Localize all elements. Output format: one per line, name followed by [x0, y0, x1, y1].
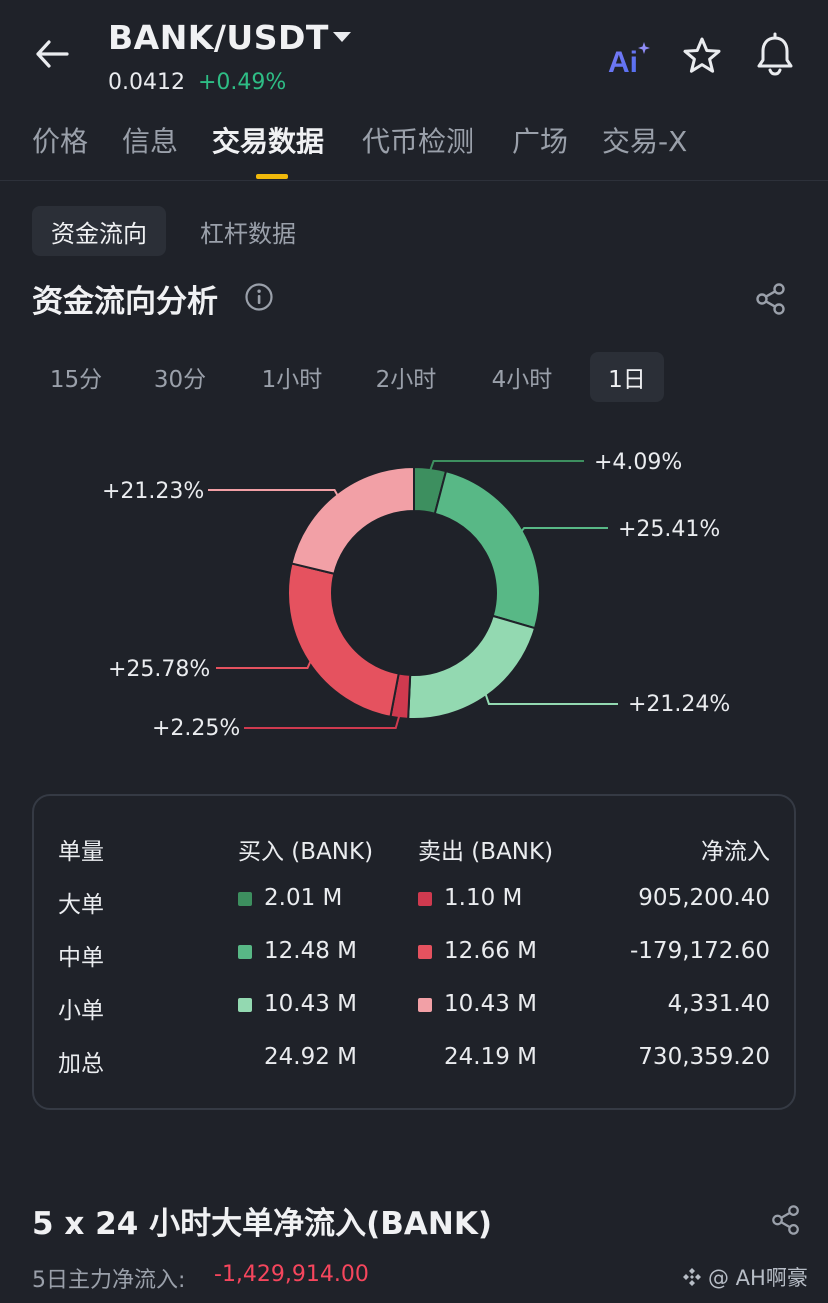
back-button[interactable]	[30, 34, 74, 74]
sell-value: 10.43 M	[444, 991, 537, 1017]
range-30m[interactable]: 30分	[153, 367, 207, 393]
row-label: 小单	[58, 998, 104, 1024]
tab-trading-data[interactable]: 交易数据	[212, 125, 325, 158]
slice-leader-line	[428, 460, 584, 473]
share-icon[interactable]	[770, 1204, 802, 1236]
slice-leader-line	[484, 691, 618, 705]
watermark: @ AH啊豪	[680, 1262, 808, 1292]
donut-slice[interactable]	[433, 469, 541, 630]
last-price: 0.0412	[108, 70, 185, 95]
col-header-net: 净流入	[701, 839, 770, 865]
back-arrow-icon	[36, 40, 69, 68]
slice-label: +25.78%	[108, 657, 211, 682]
section-title: 资金流向分析	[32, 284, 218, 320]
caret-down-icon[interactable]	[331, 30, 353, 44]
sell-total: 24.19 M	[444, 1044, 537, 1070]
share-icon[interactable]	[754, 282, 788, 316]
sell-value: 1.10 M	[444, 885, 523, 911]
buy-total: 24.92 M	[264, 1044, 357, 1070]
slice-label: +21.24%	[628, 692, 731, 717]
subtab-leverage-data[interactable]: 杠杆数据	[200, 219, 296, 248]
pair-title[interactable]: BANK/USDT	[108, 18, 329, 57]
large-order-section-title: 5 x 24 小时大单净流入(BANK)	[32, 1206, 493, 1242]
col-header-sell: 卖出 (BANK)	[418, 839, 554, 865]
slice-label: +4.09%	[594, 450, 683, 475]
subtab-fund-flow[interactable]: 资金流向	[32, 206, 166, 256]
sell-swatch	[418, 945, 432, 959]
range-2h[interactable]: 2小时	[375, 367, 437, 393]
range-15m[interactable]: 15分	[49, 367, 103, 393]
range-1h[interactable]: 1小时	[261, 367, 323, 393]
net-value: 4,331.40	[667, 991, 770, 1017]
net-value: -179,172.60	[630, 938, 770, 964]
sell-swatch	[418, 998, 432, 1012]
slice-leader-line	[519, 527, 608, 534]
price-change: +0.49%	[198, 70, 287, 95]
col-header-size: 单量	[58, 839, 104, 865]
slice-label: +2.25%	[152, 716, 241, 741]
binance-logo-icon	[683, 1268, 701, 1286]
row-label: 中单	[58, 945, 104, 971]
range-4h[interactable]: 4小时	[491, 367, 553, 393]
sell-swatch	[418, 892, 432, 906]
row-label: 加总	[58, 1051, 104, 1077]
tabs-divider	[0, 180, 828, 181]
flow-table-card	[32, 794, 796, 1110]
sell-value: 12.66 M	[444, 938, 537, 964]
slice-label: +25.41%	[618, 517, 721, 542]
donut-slice[interactable]	[287, 562, 400, 718]
buy-value: 10.43 M	[264, 991, 357, 1017]
buy-swatch	[238, 945, 252, 959]
slice-label: +21.23%	[102, 479, 205, 504]
net-value: 905,200.40	[638, 885, 770, 911]
watermark-text: @ AH啊豪	[708, 1266, 808, 1290]
star-icon[interactable]	[680, 34, 724, 78]
ai-label: Ai	[608, 46, 638, 78]
net-total: 730,359.20	[638, 1044, 770, 1070]
five-day-net-value: -1,429,914.00	[214, 1262, 369, 1287]
tab-info[interactable]: 信息	[122, 125, 179, 158]
range-1d[interactable]: 1日	[590, 352, 664, 402]
fund-flow-donut-chart	[208, 460, 618, 729]
buy-value: 2.01 M	[264, 885, 343, 911]
bell-icon[interactable]	[752, 32, 798, 78]
donut-slice[interactable]	[290, 465, 415, 575]
tab-price[interactable]: 价格	[32, 125, 89, 158]
buy-swatch	[238, 892, 252, 906]
row-label: 大单	[58, 892, 104, 918]
buy-value: 12.48 M	[264, 938, 357, 964]
info-icon[interactable]	[244, 282, 274, 312]
active-tab-indicator	[256, 174, 288, 179]
slice-leader-line	[216, 658, 313, 669]
ai-icon[interactable]: Ai	[606, 40, 652, 78]
buy-swatch	[238, 998, 252, 1012]
tab-trade-x[interactable]: 交易-X	[602, 125, 688, 158]
slice-leader-line	[208, 489, 340, 498]
slice-leader-line	[244, 713, 401, 729]
five-day-net-label: 5日主力净流入:	[32, 1268, 186, 1293]
tab-square[interactable]: 广场	[512, 125, 569, 158]
tab-token-check[interactable]: 代币检测	[362, 125, 475, 158]
col-header-buy: 买入 (BANK)	[238, 839, 374, 865]
